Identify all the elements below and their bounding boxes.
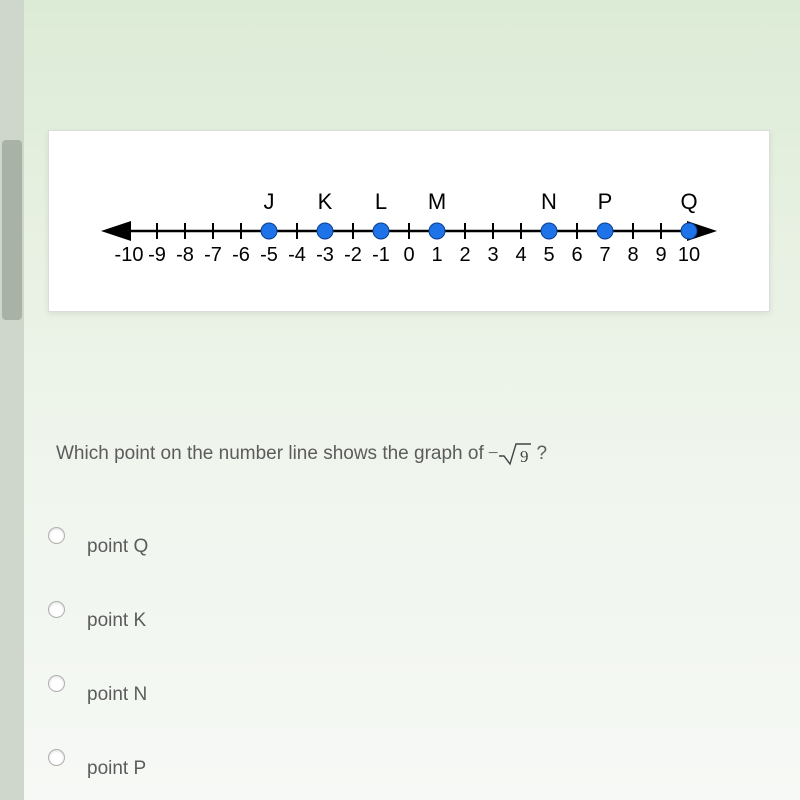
answer-option-n[interactable]: point N bbox=[48, 658, 748, 732]
answer-option-k[interactable]: point K bbox=[48, 584, 748, 658]
answer-label: point K bbox=[87, 610, 146, 632]
svg-text:-3: -3 bbox=[316, 244, 334, 266]
svg-text:-4: -4 bbox=[288, 244, 306, 266]
svg-text:Q: Q bbox=[680, 189, 697, 214]
svg-text:6: 6 bbox=[571, 244, 582, 266]
svg-text:7: 7 bbox=[599, 244, 610, 266]
svg-text:P: P bbox=[598, 189, 613, 214]
number-line-figure: -10-9-8-7-6-5-4-3-2-1012345678910JKLMNPQ bbox=[48, 130, 770, 312]
radio-icon[interactable] bbox=[48, 601, 65, 618]
svg-text:-7: -7 bbox=[204, 244, 222, 266]
svg-text:10: 10 bbox=[678, 244, 700, 266]
sqrt-icon: 9 bbox=[498, 442, 532, 466]
answer-option-p[interactable]: point P bbox=[48, 732, 748, 800]
page-root: -10-9-8-7-6-5-4-3-2-1012345678910JKLMNPQ… bbox=[0, 0, 800, 800]
number-line-svg: -10-9-8-7-6-5-4-3-2-1012345678910JKLMNPQ bbox=[89, 161, 729, 281]
svg-text:9: 9 bbox=[655, 244, 666, 266]
svg-text:0: 0 bbox=[403, 244, 414, 266]
answer-label: point Q bbox=[87, 536, 148, 558]
left-scrollbar-thumb[interactable] bbox=[2, 140, 22, 320]
answer-option-q[interactable]: point Q bbox=[48, 510, 748, 584]
svg-text:K: K bbox=[318, 189, 333, 214]
number-line-wrap: -10-9-8-7-6-5-4-3-2-1012345678910JKLMNPQ bbox=[89, 161, 729, 281]
question-suffix: ? bbox=[536, 443, 547, 465]
answer-list: point Q point K point N point P bbox=[48, 510, 748, 800]
svg-text:5: 5 bbox=[543, 244, 554, 266]
left-scrollbar-track[interactable] bbox=[0, 0, 24, 800]
svg-text:-10: -10 bbox=[115, 244, 144, 266]
svg-text:N: N bbox=[541, 189, 557, 214]
svg-text:4: 4 bbox=[515, 244, 526, 266]
question-text: Which point on the number line shows the… bbox=[56, 442, 547, 466]
svg-text:8: 8 bbox=[627, 244, 638, 266]
question-prefix: Which point on the number line shows the… bbox=[56, 443, 484, 465]
svg-text:M: M bbox=[428, 189, 446, 214]
minus-sign: − bbox=[488, 443, 499, 465]
svg-text:L: L bbox=[375, 189, 387, 214]
svg-text:-1: -1 bbox=[372, 244, 390, 266]
svg-text:-2: -2 bbox=[344, 244, 362, 266]
radio-icon[interactable] bbox=[48, 749, 65, 766]
expression-neg-sqrt-9: − 9 bbox=[488, 442, 533, 466]
radio-icon[interactable] bbox=[48, 527, 65, 544]
answer-label: point N bbox=[87, 684, 147, 706]
svg-text:3: 3 bbox=[487, 244, 498, 266]
svg-text:2: 2 bbox=[459, 244, 470, 266]
svg-text:J: J bbox=[264, 189, 275, 214]
svg-text:1: 1 bbox=[431, 244, 442, 266]
radicand-text: 9 bbox=[520, 447, 529, 466]
svg-text:-9: -9 bbox=[148, 244, 166, 266]
radio-icon[interactable] bbox=[48, 675, 65, 692]
svg-text:-6: -6 bbox=[232, 244, 250, 266]
svg-text:-5: -5 bbox=[260, 244, 278, 266]
answer-label: point P bbox=[87, 758, 146, 780]
svg-text:-8: -8 bbox=[176, 244, 194, 266]
